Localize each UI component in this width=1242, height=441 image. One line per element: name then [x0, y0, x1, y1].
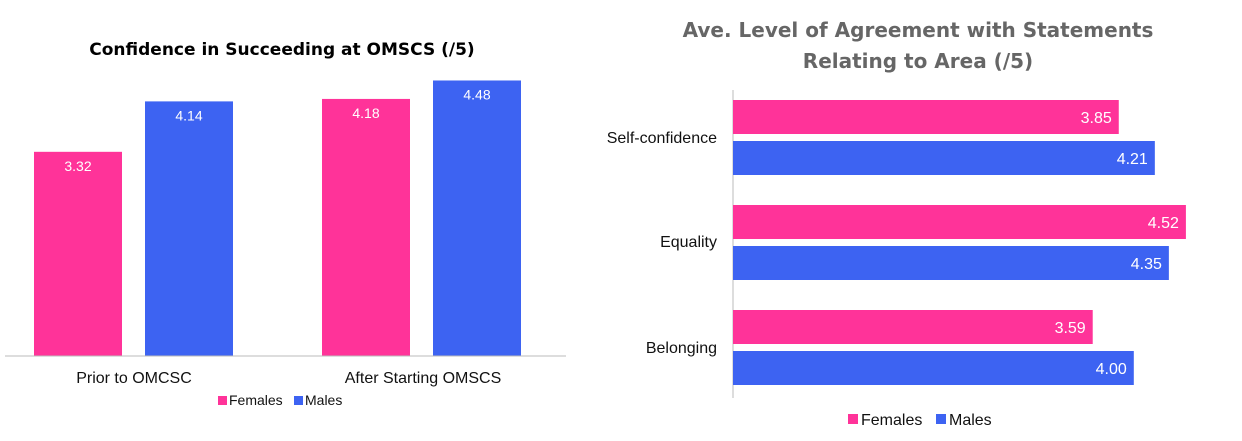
left-chart-title: Confidence in Succeeding at OMSCS (/5): [89, 40, 474, 60]
bar-females-after-starting-omscs-label: 4.18: [352, 105, 379, 121]
bar-males-prior-to-omcsc: [145, 101, 233, 356]
hbar-males-equality: [733, 246, 1169, 280]
right-legend-males: Males: [949, 412, 992, 429]
hbar-males-equality-label: 4.35: [1131, 256, 1162, 273]
right-legend: Females Males: [848, 412, 992, 429]
bar-males-prior-to-omcsc-label: 4.14: [175, 107, 202, 123]
right-tick-self-confidence: Self-confidence: [607, 130, 717, 147]
hbar-females-belonging: [733, 310, 1093, 344]
hbar-females-belonging-label: 3.59: [1055, 320, 1086, 337]
left-bars: 3.32 4.18 4.14 4.48: [34, 80, 521, 357]
hbar-females-equality-label: 4.52: [1148, 215, 1179, 232]
left-legend-females: Females: [229, 392, 283, 408]
right-bars: 3.85 4.52 3.59 4.21 4.35 4.00: [733, 100, 1186, 385]
hbar-males-belonging: [733, 351, 1134, 385]
left-legend-swatch-males: [294, 396, 303, 405]
hbar-males-self-confidence: [733, 141, 1155, 175]
right-legend-swatch-females: [848, 414, 858, 424]
hbar-females-self-confidence-label: 3.85: [1081, 110, 1112, 127]
hbar-females-equality: [733, 205, 1186, 239]
bar-females-after-starting-omscs: [322, 98, 410, 357]
right-tick-equality: Equality: [660, 234, 717, 251]
right-chart: Ave. Level of Agreement with Statements …: [607, 18, 1186, 429]
hbar-females-self-confidence: [733, 100, 1119, 134]
right-chart-title-line-2: Relating to Area (/5): [803, 49, 1033, 73]
left-tick-prior: Prior to OMCSC: [76, 370, 192, 387]
left-legend: Females Males: [218, 392, 342, 408]
right-tick-belonging: Belonging: [646, 340, 717, 357]
bar-females-prior-to-omcsc: [34, 151, 122, 356]
right-legend-females: Females: [861, 412, 922, 429]
right-legend-swatch-males: [936, 414, 946, 424]
left-legend-swatch-females: [218, 396, 227, 405]
right-chart-title-line-1: Ave. Level of Agreement with Statements: [683, 18, 1154, 42]
left-tick-after: After Starting OMSCS: [345, 370, 502, 387]
hbar-males-belonging-label: 4.00: [1096, 361, 1127, 378]
bar-females-prior-to-omcsc-label: 3.32: [64, 158, 91, 174]
bar-males-after-starting-omscs: [433, 80, 521, 356]
left-legend-males: Males: [305, 392, 342, 408]
hbar-males-self-confidence-label: 4.21: [1117, 151, 1148, 168]
bar-males-after-starting-omscs-label: 4.48: [463, 86, 490, 102]
left-chart: Confidence in Succeeding at OMSCS (/5) 3…: [5, 40, 566, 408]
